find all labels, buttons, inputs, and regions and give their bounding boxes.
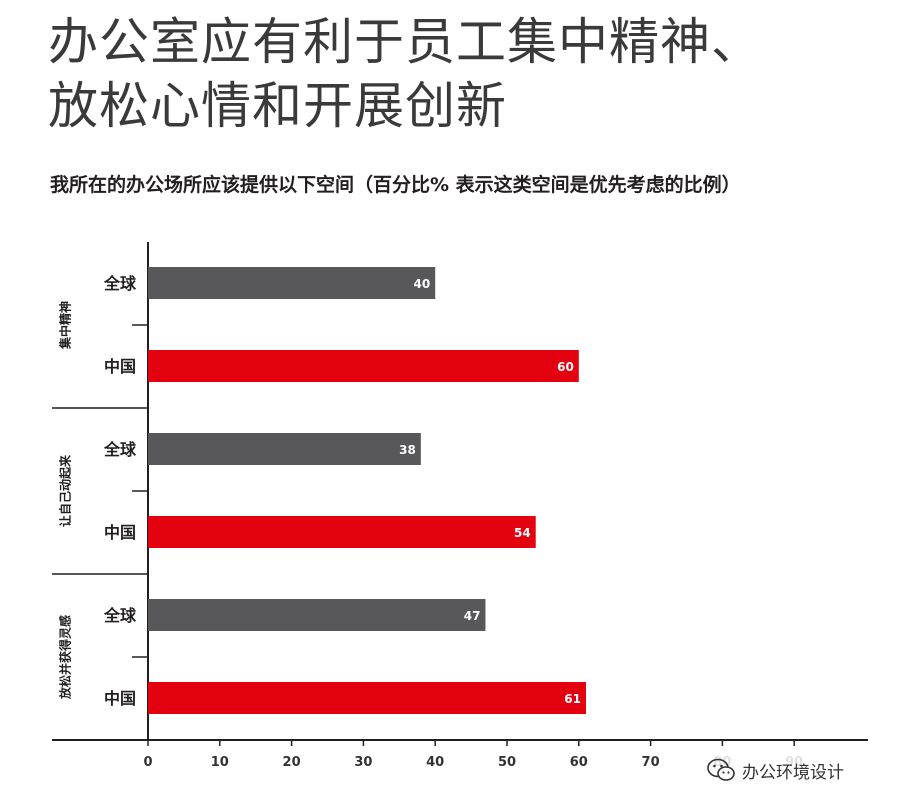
bar [148,433,421,465]
bar [148,350,579,382]
wechat-icon [707,758,735,781]
bar-value-label: 40 [413,277,430,291]
group-label: 集中精神 [58,301,73,350]
bar-value-label: 38 [399,443,416,457]
bar [148,516,536,548]
x-tick-label: 30 [354,755,372,770]
title-line-1: 办公室应有利于员工集中精神、 [48,13,762,71]
bar-category-label: 全球 [103,274,137,293]
bar [148,682,586,714]
x-tick-label: 60 [570,755,588,770]
chart-title: 办公室应有利于员工集中精神、 放松心情和开展创新 [48,10,888,138]
x-tick-label: 50 [498,755,516,770]
bar-category-label: 中国 [104,357,136,376]
bar-category-label: 全球 [103,440,137,459]
watermark: 办公环境设计 [700,754,850,786]
x-tick-label: 0 [143,755,152,770]
bar [148,267,436,299]
bar-value-label: 54 [514,526,531,540]
bar [148,599,486,631]
bar-value-label: 60 [557,360,574,374]
bar-category-label: 中国 [104,523,136,542]
x-tick-label: 20 [283,755,301,770]
bar-value-label: 61 [564,692,581,706]
title-line-2: 放松心情和开展创新 [48,77,507,135]
group-label: 放松并获得灵感 [58,615,73,700]
bar-value-label: 47 [464,609,481,623]
group-label: 让自己动起来 [58,454,73,527]
x-tick-label: 10 [211,755,229,770]
watermark-text: 办公环境设计 [742,762,844,783]
chart-subtitle: 我所在的办公场所应该提供以下空间（百分比% 表示这类空间是优先考虑的比例） [50,174,741,196]
bar-category-label: 全球 [103,606,137,625]
x-tick-label: 70 [642,755,660,770]
x-tick-label: 40 [426,755,444,770]
bar-category-label: 中国 [104,689,136,708]
